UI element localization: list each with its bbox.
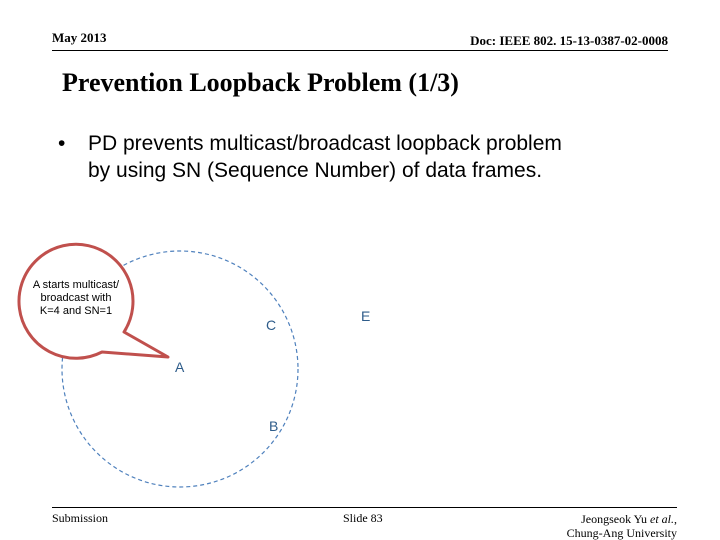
bullet-point: • PD prevents multicast/broadcast loopba… [58,130,668,184]
author-comma: , [674,512,677,526]
callout-line-1: A starts multicast/ [32,279,120,291]
header-date: May 2013 [52,30,107,45]
footer-submission: Submission [52,511,109,525]
bullet-line-2: by using SN (Sequence Number) of data fr… [88,159,543,182]
author-name: Jeongseok Yu [581,512,650,526]
node-b: B [269,418,278,434]
footer-affiliation: Chung-Ang University [566,526,677,540]
author-etal: et al. [650,512,674,526]
header-divider [52,50,668,51]
footer-author: Jeongseok Yu et al., Chung-Ang Universit… [567,512,677,540]
footer-slide-number: Slide 83 [343,511,383,525]
header-doc-id: Doc: IEEE 802. 15-13-0387-02-0008 [470,33,668,48]
callout-line-3: K=4 and SN=1 [39,305,113,317]
bullet-marker: • [58,132,66,155]
callout-text: A starts multicast/ broadcast with K=4 a… [18,279,134,318]
footer-author-line: Jeongseok Yu et al., [567,512,677,526]
bullet-line-1: PD prevents multicast/broadcast loopback… [88,132,562,155]
slide-title: Prevention Loopback Problem (1/3) [62,68,459,97]
coverage-circle [61,250,299,488]
callout-line-2: broadcast with [40,292,112,304]
node-a: A [175,359,185,375]
callout-bubble [17,242,170,360]
footer-divider [52,507,677,508]
node-e: E [361,308,370,324]
node-c: C [266,317,276,333]
